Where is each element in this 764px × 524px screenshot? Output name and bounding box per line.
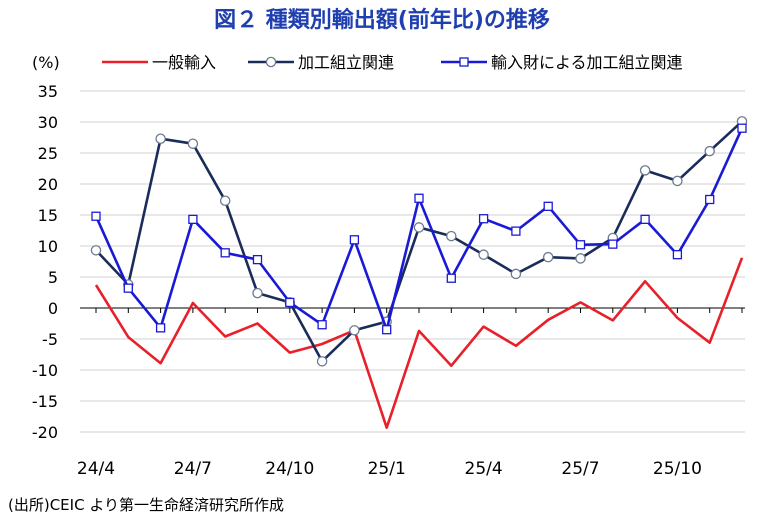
data-point (478, 249, 489, 260)
data-point (349, 325, 360, 336)
data-point (413, 222, 425, 233)
data-point (285, 297, 295, 308)
y-tick-label: 0 (48, 299, 58, 318)
data-point (382, 325, 392, 335)
data-point (123, 283, 133, 293)
legend-item-3: 輸入財による加工組立関連 (441, 53, 683, 72)
data-point (317, 320, 327, 330)
data-point (511, 226, 521, 236)
data-point (704, 145, 715, 157)
y-axis-ticks: 35 30 25 20 15 10 5 0 -5 -10 -15 -20 (32, 82, 58, 442)
series-group (90, 116, 748, 430)
series-1 (94, 257, 744, 430)
legend-item-2: 加工組立関連 (248, 53, 394, 72)
y-tick-label: -20 (32, 423, 58, 442)
y-tick-label: 10 (38, 237, 58, 256)
series-line (94, 257, 744, 430)
data-point (705, 194, 715, 205)
x-tick-label: 24/4 (77, 459, 115, 479)
data-point (155, 133, 166, 144)
data-point (478, 214, 489, 224)
data-point (187, 138, 199, 149)
legend: 一般輸入 加工組立関連 輸入財による加工組立関連 (102, 53, 683, 72)
y-tick-label: -5 (42, 330, 58, 349)
data-point (737, 123, 747, 133)
x-tick-label: 25/4 (465, 459, 503, 479)
y-tick-label: -15 (32, 392, 58, 411)
data-point (414, 193, 424, 203)
data-point (220, 248, 230, 258)
y-tick-label: 20 (38, 175, 58, 194)
series-2 (90, 116, 748, 367)
legend-item-1: 一般輸入 (102, 53, 216, 72)
legend-marker (265, 56, 277, 68)
data-point (640, 214, 650, 224)
data-point (91, 211, 101, 221)
data-point (446, 230, 457, 242)
y-tick-label: 30 (38, 113, 58, 132)
legend-label: 加工組立関連 (298, 53, 394, 72)
source-note: (出所)CEIC より第一生命経済研究所作成 (8, 496, 285, 514)
legend-label: 一般輸入 (152, 53, 216, 72)
data-point (446, 273, 456, 283)
legend-label: 輸入財による加工組立関連 (491, 53, 683, 72)
x-tick-label: 25/7 (561, 459, 599, 479)
x-axis: 24/4 24/7 24/10 25/1 25/4 25/7 25/10 (77, 307, 745, 479)
y-tick-label: -10 (32, 361, 58, 380)
legend-marker (459, 57, 469, 67)
data-point (575, 253, 586, 264)
y-tick-label: 5 (48, 268, 58, 287)
data-point (252, 254, 263, 265)
data-point (575, 240, 586, 250)
data-point (639, 165, 651, 176)
data-point (252, 287, 263, 299)
data-point (543, 201, 553, 211)
data-point (672, 175, 683, 187)
series-line (95, 120, 743, 363)
y-tick-label: 25 (38, 144, 58, 163)
data-point (155, 323, 166, 333)
x-tick-label: 25/1 (368, 459, 406, 479)
data-point (188, 214, 198, 224)
y-tick-label: 35 (38, 82, 58, 101)
y-axis-unit-label: (%) (32, 53, 60, 72)
x-tick-label: 25/10 (653, 459, 702, 479)
x-tick-label: 24/7 (174, 459, 212, 479)
data-point (316, 356, 328, 367)
data-point (349, 235, 360, 245)
data-point (219, 195, 231, 206)
series-3 (91, 123, 747, 335)
x-tick-label: 24/10 (265, 459, 314, 479)
data-point (510, 268, 522, 280)
chart-title: 図２ 種類別輸出額(前年比)の推移 (214, 8, 550, 33)
y-tick-label: 15 (38, 206, 58, 225)
data-point (672, 250, 683, 260)
data-point (608, 239, 618, 249)
data-point (90, 245, 102, 256)
data-point (542, 251, 554, 263)
